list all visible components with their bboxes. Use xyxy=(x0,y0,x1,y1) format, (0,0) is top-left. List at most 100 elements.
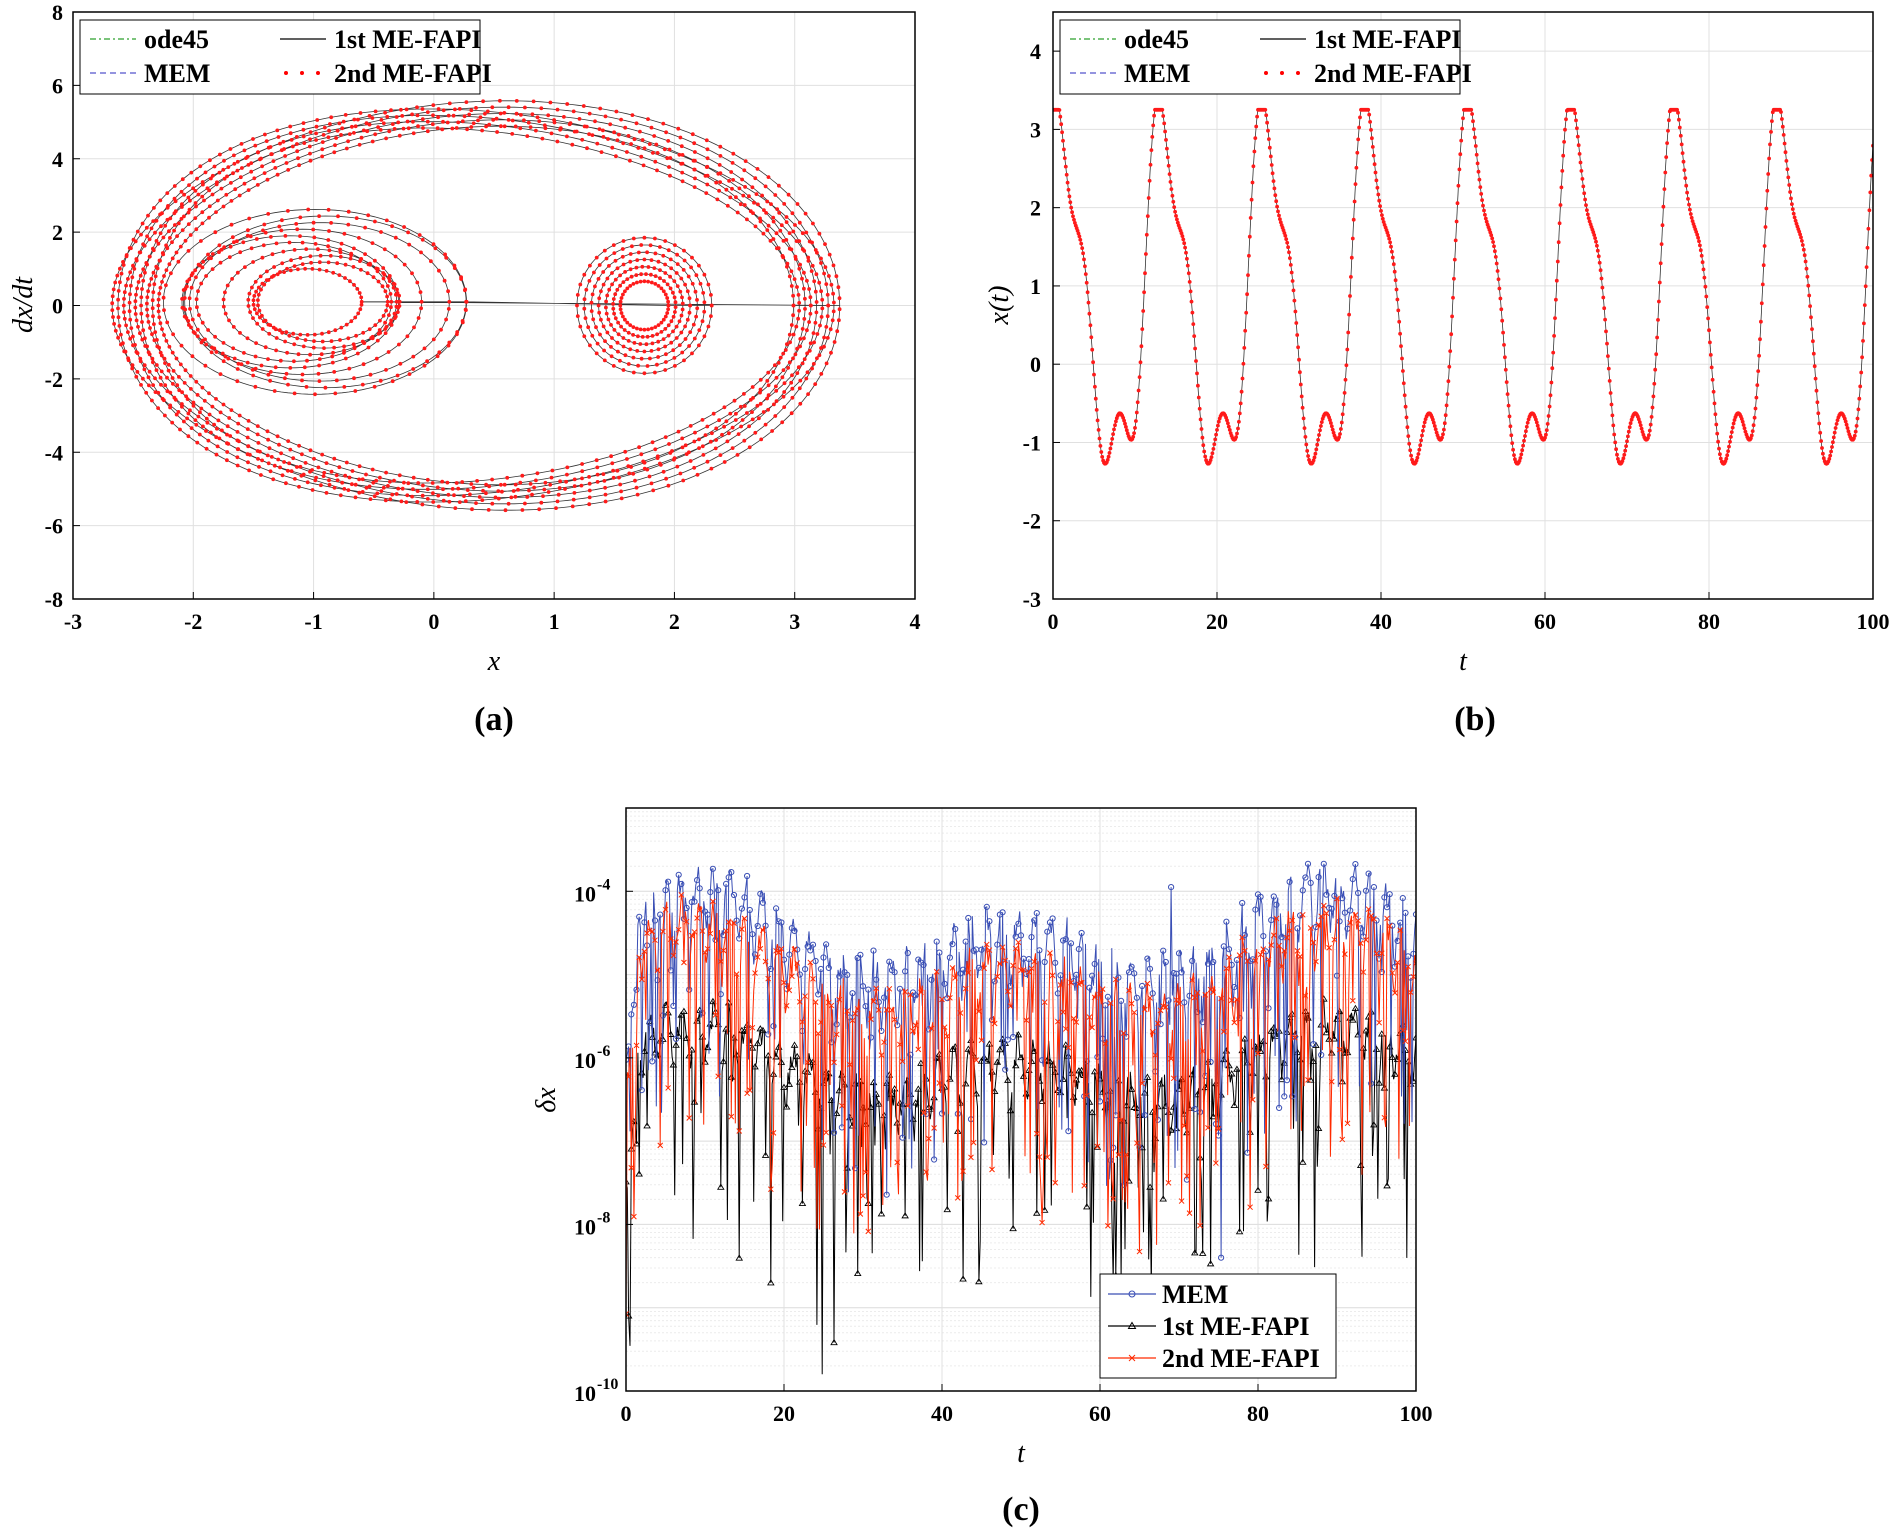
series-2nd-me-fapi-point xyxy=(1503,355,1507,360)
series-2nd-me-fapi-point xyxy=(693,289,698,294)
series-2nd-me-fapi-point xyxy=(1682,168,1687,173)
series-2nd-me-fapi-point xyxy=(202,398,207,403)
series-1st-me-fapi-point xyxy=(1293,1048,1302,1056)
series-2nd-me-fapi-point xyxy=(324,461,329,465)
series-2nd-me-fapi-point xyxy=(415,105,419,110)
series-2nd-me-fapi-point xyxy=(320,452,325,457)
series-2nd-me-fapi-point xyxy=(587,481,592,486)
series-2nd-me-fapi-point xyxy=(246,163,251,167)
series-2nd-me-fapi-point xyxy=(1659,242,1664,247)
series-2nd-me-fapi-point xyxy=(323,385,328,390)
series-2nd-me-fapi-point xyxy=(654,142,659,147)
series-2nd-me-fapi-point xyxy=(652,937,658,944)
series-2nd-me-fapi-point xyxy=(411,131,416,136)
series-2nd-me-fapi-point xyxy=(1402,393,1407,398)
series-2nd-me-fapi-point xyxy=(386,350,391,354)
series-2nd-me-fapi-point xyxy=(121,303,126,308)
series-2nd-me-fapi-point xyxy=(648,356,652,361)
series-2nd-me-fapi-point xyxy=(179,189,184,194)
series-2nd-me-fapi-point xyxy=(1575,134,1580,139)
series-2nd-me-fapi-point xyxy=(113,328,118,333)
series-2nd-me-fapi-point xyxy=(831,291,835,296)
series-2nd-me-fapi-point xyxy=(700,319,705,324)
series-2nd-me-fapi-point xyxy=(1730,425,1735,430)
series-2nd-me-fapi-point xyxy=(232,240,236,245)
series-mem-point xyxy=(707,889,714,896)
series-mem-point xyxy=(694,877,701,884)
series-2nd-me-fapi-point xyxy=(1386,233,1391,238)
series-mem-point xyxy=(1081,1093,1088,1100)
series-2nd-me-fapi-point xyxy=(197,432,202,437)
series-2nd-me-fapi-point xyxy=(303,338,308,342)
series-2nd-me-fapi-point xyxy=(331,350,335,355)
series-2nd-me-fapi-point xyxy=(691,322,696,327)
series-2nd-me-fapi-point xyxy=(237,413,242,418)
series-2nd-me-fapi-point xyxy=(715,197,720,202)
series-2nd-me-fapi-point xyxy=(214,210,218,215)
series-2nd-me-fapi-point xyxy=(1510,441,1515,445)
series-2nd-me-fapi-point xyxy=(364,121,369,126)
series-2nd-me-fapi-point xyxy=(140,320,144,324)
series-2nd-me-fapi-point xyxy=(582,306,587,311)
series-2nd-me-fapi-point xyxy=(1521,443,1525,448)
y-tick-label: 2 xyxy=(1030,196,1041,221)
series-2nd-me-fapi-point xyxy=(782,405,787,409)
series-2nd-me-fapi-point xyxy=(1727,444,1731,449)
series-2nd-me-fapi-point xyxy=(259,473,263,477)
series-2nd-me-fapi-point xyxy=(819,289,823,294)
x-tick-label: 0 xyxy=(621,1401,632,1426)
series-2nd-me-fapi-point xyxy=(406,481,411,486)
series-2nd-me-fapi-point xyxy=(645,250,649,255)
series-2nd-me-fapi-point xyxy=(387,313,391,317)
series-2nd-me-fapi-point xyxy=(287,461,291,466)
series-2nd-me-fapi-point xyxy=(1312,455,1317,460)
series-1st-me-fapi-point xyxy=(1227,1070,1236,1077)
series-2nd-me-fapi-point xyxy=(151,270,156,275)
series-2nd-me-fapi-point xyxy=(1444,403,1449,408)
series-2nd-me-fapi-point xyxy=(613,316,618,321)
series-2nd-me-fapi-point xyxy=(679,276,684,281)
series-2nd-me-fapi-point xyxy=(823,265,828,270)
legend-label: MEM xyxy=(144,59,210,88)
series-2nd-me-fapi-point xyxy=(663,314,668,319)
series-2nd-me-fapi-point xyxy=(184,316,189,320)
series-2nd-me-fapi-point xyxy=(763,422,768,427)
series-2nd-me-fapi-point xyxy=(748,397,753,402)
series-2nd-me-fapi-point xyxy=(555,139,560,144)
series-2nd-me-fapi-point xyxy=(682,258,687,263)
series-2nd-me-fapi-point xyxy=(1304,442,1309,447)
series-mem-point xyxy=(933,938,940,945)
series-2nd-me-fapi-point xyxy=(758,219,763,224)
series-2nd-me-fapi-point xyxy=(700,418,705,422)
series-2nd-me-fapi-point xyxy=(1356,137,1361,142)
series-2nd-me-fapi-point xyxy=(621,141,626,146)
series-2nd-me-fapi-point xyxy=(429,259,433,264)
series-2nd-me-fapi-point xyxy=(628,259,633,264)
series-2nd-me-fapi-point xyxy=(280,330,285,335)
series-2nd-me-fapi-point xyxy=(339,325,344,330)
series-2nd-me-fapi-point xyxy=(918,989,924,996)
series-2nd-me-fapi-point xyxy=(722,460,727,464)
series-2nd-me-fapi-point xyxy=(1832,430,1837,435)
series-2nd-me-fapi-point xyxy=(774,384,778,389)
series-2nd-me-fapi-point xyxy=(645,364,650,368)
series-2nd-me-fapi-point xyxy=(709,293,713,297)
series-2nd-me-fapi-point xyxy=(300,452,304,457)
series-2nd-me-fapi-point xyxy=(635,349,640,353)
series-2nd-me-fapi-point xyxy=(1705,305,1710,309)
series-2nd-me-fapi-point xyxy=(1493,249,1497,254)
series-2nd-me-fapi-point xyxy=(789,269,794,274)
series-2nd-me-fapi-point xyxy=(584,124,589,129)
series-2nd-me-fapi-point xyxy=(262,171,267,176)
legend-box xyxy=(79,19,481,95)
series-2nd-me-fapi-point xyxy=(180,177,185,182)
series-2nd-me-fapi-point xyxy=(441,498,446,503)
series-1st-me-fapi-point xyxy=(1083,1203,1091,1210)
series-2nd-me-fapi-point xyxy=(755,403,760,408)
series-2nd-me-fapi-point xyxy=(1477,177,1482,182)
series-mem-point xyxy=(1144,955,1151,962)
series-2nd-me-fapi-point xyxy=(1563,127,1567,132)
series-mem-point xyxy=(1036,947,1043,954)
series-2nd-me-fapi-point xyxy=(681,959,687,966)
series-2nd-me-fapi-point xyxy=(1391,262,1396,267)
